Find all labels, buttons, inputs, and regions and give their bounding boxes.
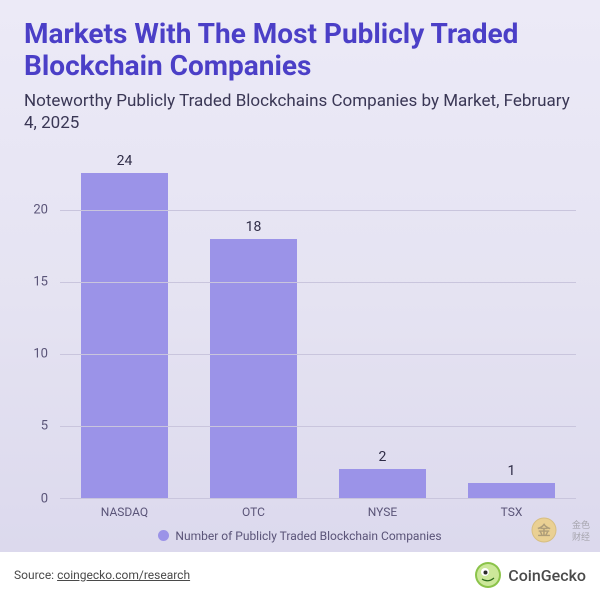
svg-text:金: 金 — [536, 523, 551, 539]
coingecko-icon — [474, 561, 502, 589]
chart-title: Markets With The Most Publicly Traded Bl… — [24, 18, 576, 82]
source-link[interactable]: coingecko.com/research — [57, 568, 190, 582]
x-tick-label: NYSE — [326, 499, 440, 523]
bar — [210, 239, 296, 498]
brand-name: CoinGecko — [508, 566, 586, 585]
brand-area: CoinGecko — [474, 561, 586, 589]
y-tick-label: 10 — [33, 347, 48, 362]
gridline — [60, 210, 576, 211]
y-tick-label: 15 — [33, 275, 48, 290]
y-tick-label: 0 — [41, 491, 48, 506]
gridline — [60, 282, 576, 283]
legend-text: Number of Publicly Traded Blockchain Com… — [175, 529, 441, 543]
bar-group: 24 — [68, 153, 182, 498]
svg-text:财经: 财经 — [572, 531, 590, 543]
x-tick-label: NASDAQ — [68, 499, 182, 523]
legend: Number of Publicly Traded Blockchain Com… — [24, 529, 576, 543]
footer-bar: Source: coingecko.com/research CoinGecko — [0, 552, 600, 598]
y-tick-label: 20 — [33, 203, 48, 218]
bar-value-label: 2 — [379, 449, 387, 465]
bar-group: 18 — [197, 153, 311, 498]
bar — [81, 173, 167, 498]
chart-subtitle: Noteworthy Publicly Traded Blockchains C… — [24, 90, 576, 134]
plot-region: 24 18 2 1 — [60, 153, 576, 499]
watermark-logo: 金 金色 财经 — [530, 514, 590, 546]
watermark-text: 金色 — [572, 519, 590, 531]
y-tick-label: 5 — [41, 419, 48, 434]
bars-container: 24 18 2 1 — [60, 153, 576, 498]
bar-value-label: 1 — [508, 463, 516, 479]
gridline — [60, 354, 576, 355]
gridline — [60, 426, 576, 427]
bar — [468, 483, 554, 497]
y-axis: 05101520 — [24, 153, 54, 499]
bar-group: 2 — [326, 153, 440, 498]
bar — [339, 469, 425, 498]
x-tick-label: OTC — [197, 499, 311, 523]
source-prefix: Source: — [14, 568, 57, 582]
legend-swatch — [158, 530, 169, 541]
bar-value-label: 24 — [117, 153, 133, 169]
bar-group: 1 — [455, 153, 569, 498]
x-axis-labels: NASDAQOTCNYSETSX — [60, 499, 576, 523]
source-attribution: Source: coingecko.com/research — [14, 568, 190, 582]
chart-area: 05101520 241821 NASDAQOTCNYSETSX — [40, 153, 576, 523]
bar-value-label: 18 — [246, 219, 262, 235]
